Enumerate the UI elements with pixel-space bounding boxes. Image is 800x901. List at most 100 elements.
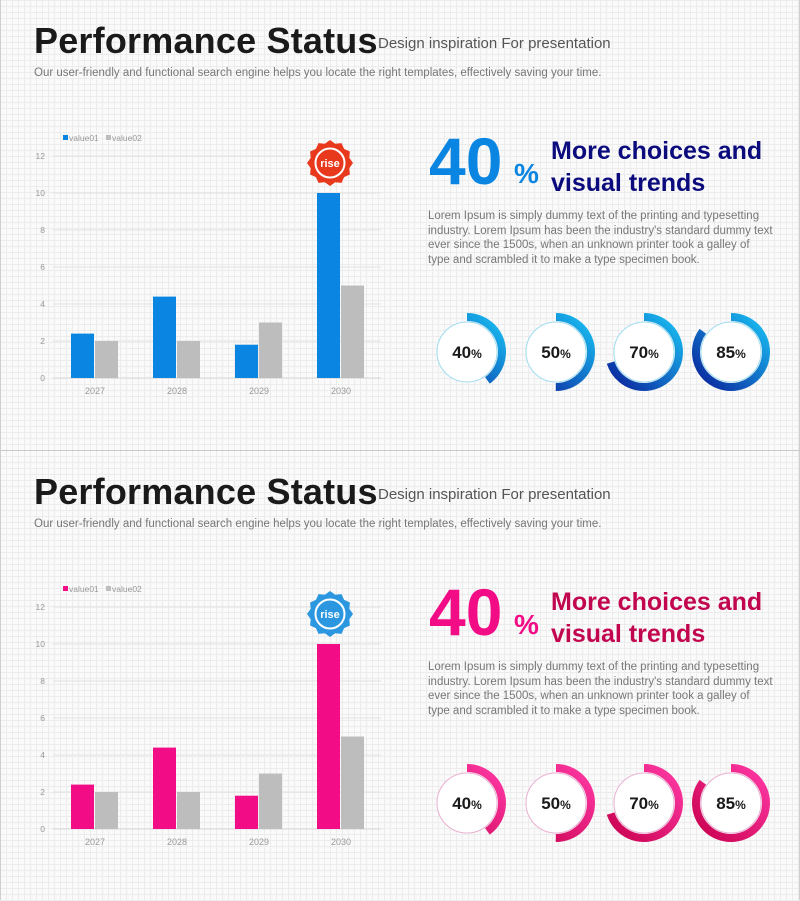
stat-heading-line1: More choices and <box>551 137 763 165</box>
page-description: Our user-friendly and functional search … <box>34 518 602 530</box>
progress-ring-85: 85% <box>692 313 770 391</box>
stat-body-text: Lorem Ipsum is simply dummy text of the … <box>428 210 773 266</box>
x-tick-label: 2029 <box>249 386 269 396</box>
ring-value: 85% <box>716 794 746 813</box>
bar-value02-2027 <box>95 341 118 378</box>
progress-ring-70: 70% <box>605 764 683 842</box>
x-tick-label: 2030 <box>331 837 351 847</box>
progress-rings: 40% 50% 70% 85% <box>428 764 770 842</box>
badge-seal-icon <box>307 591 353 637</box>
ring-value-unit: % <box>560 798 571 812</box>
progress-rings: 40% 50% 70% 85% <box>428 313 770 391</box>
progress-ring-85: 85% <box>692 764 770 842</box>
y-tick-label: 0 <box>40 373 45 383</box>
big-stat-percent: % <box>514 609 539 640</box>
y-tick-label: 12 <box>36 602 46 612</box>
ring-value-number: 85 <box>716 794 735 813</box>
big-stat-number: 40 <box>429 575 503 649</box>
bar-value02-2027 <box>95 792 118 829</box>
ring-progress-arc <box>428 313 506 391</box>
ring-value-number: 50 <box>541 794 560 813</box>
bar-value02-2028 <box>177 792 200 829</box>
page-subtitle: Design inspiration For presentation <box>378 35 611 52</box>
ring-value-unit: % <box>648 798 659 812</box>
ring-progress-arc <box>605 313 683 391</box>
ring-inner-circle <box>613 321 675 383</box>
ring-progress-arc <box>428 764 506 842</box>
ring-value-unit: % <box>471 798 482 812</box>
x-tick-label: 2027 <box>85 837 105 847</box>
page-title: Performance Status <box>34 471 378 512</box>
ring-value-unit: % <box>560 347 571 361</box>
legend-label: value01 <box>69 133 99 143</box>
bar-chart: value01 value02 0 2 4 6 8 10 12 2027 2028 2029 2030 r… <box>36 584 381 847</box>
ring-value-number: 40 <box>452 794 471 813</box>
y-tick-label: 10 <box>36 639 46 649</box>
bar-value01-2028 <box>153 747 176 829</box>
bar-chart: value01 value02 0 2 4 6 8 10 12 2027 2028 2029 2030 r… <box>36 133 381 396</box>
ring-progress-arc <box>692 313 770 391</box>
badge-ring <box>314 598 346 630</box>
stat-heading-line2: visual trends <box>551 620 706 648</box>
y-tick-label: 6 <box>40 262 45 272</box>
ring-value: 40% <box>452 794 482 813</box>
stat-body-text: Lorem Ipsum is simply dummy text of the … <box>428 661 773 717</box>
progress-ring-70: 70% <box>605 313 683 391</box>
ring-value: 50% <box>541 794 571 813</box>
legend-swatch-value02 <box>106 586 111 591</box>
ring-inner-circle <box>436 321 498 383</box>
legend-swatch-value01 <box>63 135 68 140</box>
page-title: Performance Status <box>34 20 378 61</box>
x-tick-label: 2030 <box>331 386 351 396</box>
ring-progress-arc <box>517 764 595 842</box>
bar-value01-2030 <box>317 644 340 829</box>
y-tick-label: 10 <box>36 188 46 198</box>
y-tick-label: 2 <box>40 336 45 346</box>
stat-heading: More choices and visual trends <box>551 135 762 199</box>
rise-badge: rise <box>307 591 353 637</box>
ring-value: 85% <box>716 343 746 362</box>
x-tick-label: 2027 <box>85 386 105 396</box>
ring-value-number: 70 <box>629 343 648 362</box>
ring-inner-circle <box>436 772 498 834</box>
ring-value: 70% <box>629 794 659 813</box>
badge-label: rise <box>320 609 340 621</box>
ring-inner-circle <box>700 772 762 834</box>
ring-inner-circle <box>525 321 587 383</box>
bar-value01-2027 <box>71 333 94 378</box>
bar-value01-2027 <box>71 784 94 829</box>
bar-value01-2030 <box>317 193 340 378</box>
legend-label: value02 <box>112 133 142 143</box>
ring-value: 50% <box>541 343 571 362</box>
progress-ring-50: 50% <box>517 313 595 391</box>
bar-value02-2029 <box>259 773 282 829</box>
ring-progress-arc <box>605 764 683 842</box>
stat-heading-line1: More choices and <box>551 588 763 616</box>
progress-ring-50: 50% <box>517 764 595 842</box>
ring-value: 40% <box>452 343 482 362</box>
ring-value-number: 85 <box>716 343 735 362</box>
page-description: Our user-friendly and functional search … <box>34 67 602 79</box>
progress-ring-40: 40% <box>428 764 506 842</box>
performance-panel: Performance Status Design inspiration For… <box>0 0 800 450</box>
progress-ring-40: 40% <box>428 313 506 391</box>
ring-progress-arc <box>517 313 595 391</box>
x-tick-label: 2028 <box>167 386 187 396</box>
rise-badge: rise <box>307 140 353 186</box>
badge-label: rise <box>320 158 340 170</box>
ring-value-number: 40 <box>452 343 471 362</box>
big-stat-number: 40 <box>429 124 503 198</box>
badge-seal-icon <box>307 140 353 186</box>
y-tick-label: 4 <box>40 299 45 309</box>
ring-value-number: 50 <box>541 343 560 362</box>
page-subtitle: Design inspiration For presentation <box>378 486 611 503</box>
legend-swatch-value02 <box>106 135 111 140</box>
legend-swatch-value01 <box>63 586 68 591</box>
y-tick-label: 0 <box>40 824 45 834</box>
ring-progress-arc <box>692 764 770 842</box>
y-tick-label: 4 <box>40 750 45 760</box>
ring-value-number: 70 <box>629 794 648 813</box>
performance-panel: Performance Status Design inspiration For… <box>0 450 800 900</box>
bar-value01-2028 <box>153 296 176 378</box>
